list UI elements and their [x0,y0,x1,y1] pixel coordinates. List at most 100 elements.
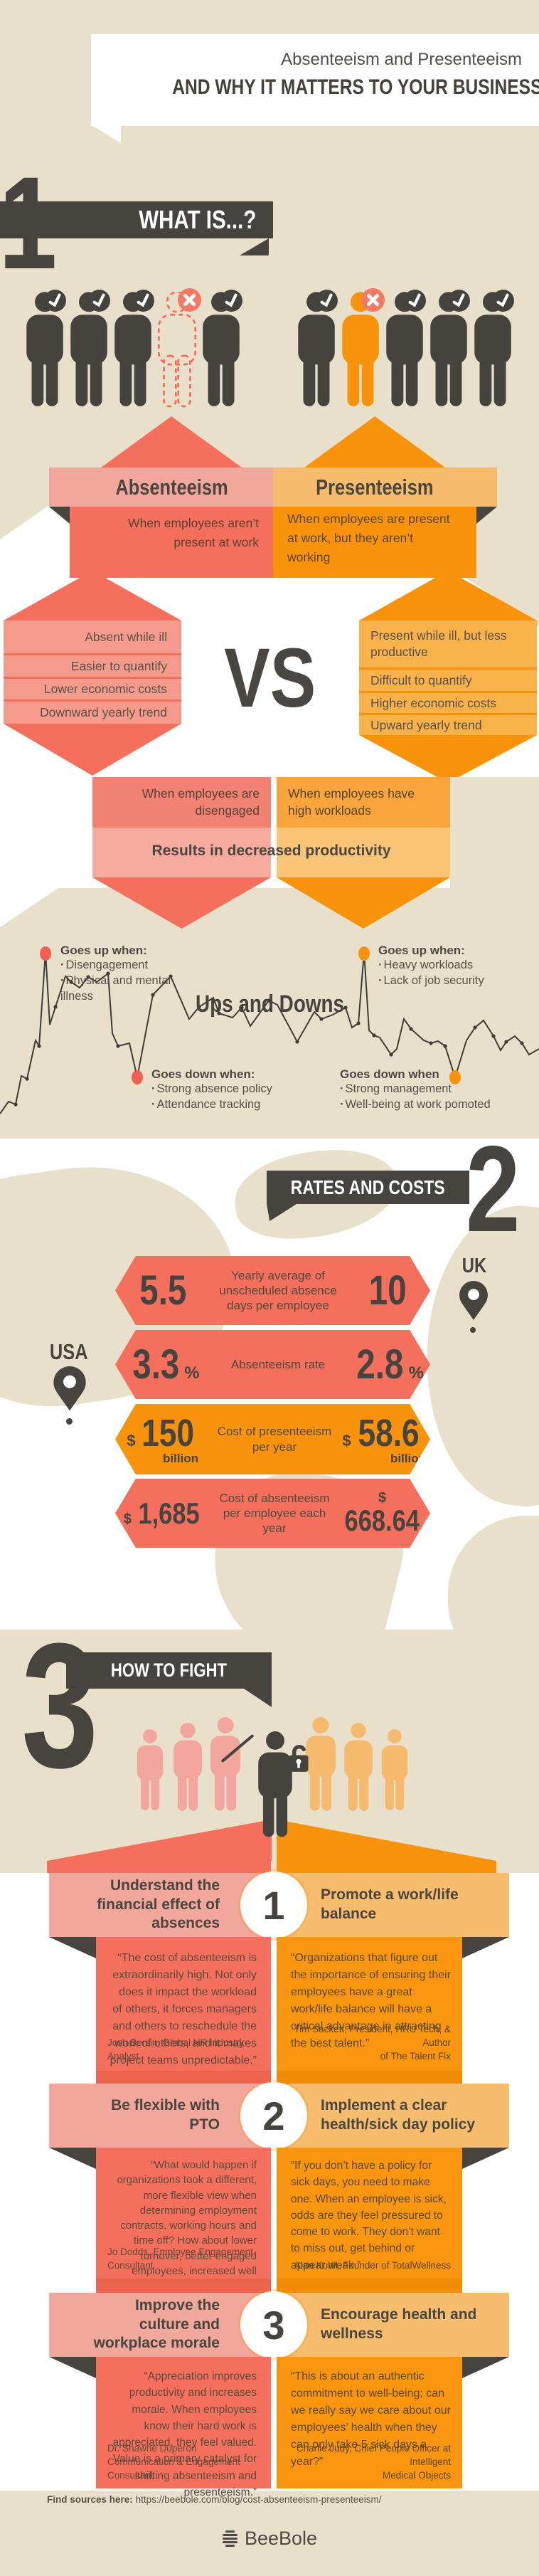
absenteeism-point: Lower economic costs [4,679,181,700]
section3-number: 3 [21,1606,99,1805]
sources-label: Find sources here: [47,2494,133,2505]
check-icon [448,290,470,312]
section3-banner: HOW TO FIGHT [66,1652,272,1689]
statement-left-block: When employees are disengaged [92,777,271,828]
goes-down-left: Goes down when: Strong absence policy At… [151,1067,301,1113]
section1-number: 1 [0,150,58,297]
presenteeism-desc: When employees are present at work, but … [287,512,450,565]
percent-sign: % [184,1363,200,1383]
quote-text: “Organizations that figure out the impor… [291,1952,452,2049]
tip3-right-title: Encourage health and wellness [321,2306,477,2342]
row-strip [96,2279,271,2293]
usa-label: USA [50,1339,88,1364]
quote-attribution: Tim Sackett, President, HRU Tech, & Auth… [294,2024,451,2062]
down-marker-red [132,1070,143,1084]
uk-rate: 2.8 [356,1341,404,1388]
percent-sign: % [408,1363,424,1383]
stat-ribbon-absenteeism-rate: 3.3% Absenteeism rate 2.8% [115,1330,430,1399]
absenteeism-title-band: Absenteeism [49,468,273,507]
section2-banner-label: RATES AND COSTS [291,1176,445,1198]
stat-label: Absenteeism rate [230,1357,326,1371]
usa-absence-days: 5.5 [139,1267,187,1314]
page-title: Absenteeism and Presenteeism AND WHY IT … [91,50,539,100]
section1-banner: WHAT IS...? [0,201,273,238]
stat-ribbon-absence-days: 5.5 Yearly average of unscheduled absenc… [115,1256,430,1325]
quote-attribution: Charlie Judy, Chief People Officer at In… [296,2443,451,2481]
tip2-right-title: Implement a clear health/sick day policy [321,2097,476,2133]
tip1-right-quote-card: “Organizations that figure out the impor… [277,1937,462,2071]
tip2-right-quote-card: “If you don’t have a policy for sick day… [277,2148,462,2279]
quote-text: “Appreciation improves productivity and … [112,2370,257,2498]
absenteeism-statement: When employees are disengaged [142,786,260,818]
quote-text: “This is about an authentic commitment t… [291,2370,451,2468]
statement-right-block: When employees have high workloads [277,777,450,828]
header-bubble [91,34,539,126]
uk-presenteeism-cost: 58.6 [358,1412,420,1455]
tip2-number-badge: 2 [240,2082,307,2149]
result-right-band [277,828,450,877]
stat-ribbon-presenteeism-cost: $150 billion Cost of presenteeism per ye… [115,1404,430,1474]
uk-pin-dot [470,1327,476,1333]
uk-label: UK [461,1255,487,1277]
quote-text: “What would happen if organizations took… [112,2159,257,2292]
brand-logo: BeeBole [0,2528,539,2550]
absenteeism-point: Easier to quantify [4,655,181,677]
tip1-left-header: Understand the financial effect of absen… [49,1873,271,1937]
billion-unit: billion [390,1452,426,1465]
stat-label: Cost of absenteeism per employee each ye… [219,1491,330,1536]
roof-strip-right [277,1861,496,1873]
presenteeism-title-band: Presenteeism [273,468,497,507]
presenteeism-title: Presenteeism [316,474,434,500]
section2-banner: RATES AND COSTS [267,1171,469,1204]
usa-rate: 3.3 [132,1341,179,1388]
section1-banner-label: WHAT IS...? [138,205,256,234]
tip2-right-header: Implement a clear health/sick day policy [277,2084,509,2148]
tip1-right-title: Promote a work/life balance [321,1886,459,1922]
tip3-number-badge: 3 [240,2291,307,2358]
check-icon [492,290,514,312]
roof-right [277,1820,496,1861]
pink-person-icon [210,1717,241,1811]
tip3-left-header: Improve the culture and workplace morale [49,2293,271,2357]
presenteeism-point: Present while ill, but less productive [359,621,537,667]
tip3-left-title: Improve the culture and workplace morale [93,2296,220,2352]
tip3-left-quote-card: “Appreciation improves productivity and … [96,2357,271,2498]
map-africa [448,1516,539,1630]
tip2-left-header: Be flexible with PTO [49,2084,271,2148]
beige-right [450,777,539,932]
dollar-sign: $ [123,1511,132,1527]
roof-strip-left [47,1861,271,1873]
quote-text: “The cost of absenteeism is extraordinar… [110,1952,257,2066]
section3-banner-label: HOW TO FIGHT [110,1659,228,1681]
pink-person-icon [137,1729,164,1810]
result-label: Results in decreased productivity [151,843,391,859]
uk-absence-days: 10 [368,1267,407,1314]
absenteeism-title: Absenteeism [114,474,228,500]
header-bubble-tail [92,126,121,143]
row-strip [277,2071,462,2084]
sources-line: Find sources here: https://beebole.com/b… [47,2494,382,2505]
section3-banner-tail [244,1689,272,1707]
stat-ribbon-absenteeism-cost: $1,685 Cost of absenteeism per employee … [115,1479,430,1548]
tip1-left-title: Understand the financial effect of absen… [97,1876,220,1932]
quote-attribution: Jo Dodds, Employee Engagement Consultant [107,2247,253,2271]
dollar-sign: $ [342,1432,351,1450]
row-strip [277,2279,462,2293]
billion-unit: billion [162,1452,198,1465]
goes-up-right: Goes up when: Heavy workloads Lack of jo… [378,944,535,989]
roof-left [47,1820,272,1861]
trend-line-chart [0,946,539,1114]
pink-person-icon [174,1723,202,1811]
presenteeism-point: Upward yearly trend [359,715,537,735]
usa-map-pin-icon [53,1366,86,1411]
section1-banner-tail [240,238,269,255]
absenteeism-desc: When employees aren’t present at work [128,516,259,550]
sources-url[interactable]: https://beebole.com/blog/cost-absenteeis… [135,2494,382,2505]
brand-name: BeeBole [244,2528,318,2549]
tip1-right-header: Promote a work/life balance [277,1873,509,1937]
row-strip [96,2071,271,2084]
presenteeism-point: Difficult to quantify [359,670,537,691]
dollar-sign: $ [378,1490,387,1506]
stat-label: Yearly average of unscheduled absence da… [219,1268,337,1313]
